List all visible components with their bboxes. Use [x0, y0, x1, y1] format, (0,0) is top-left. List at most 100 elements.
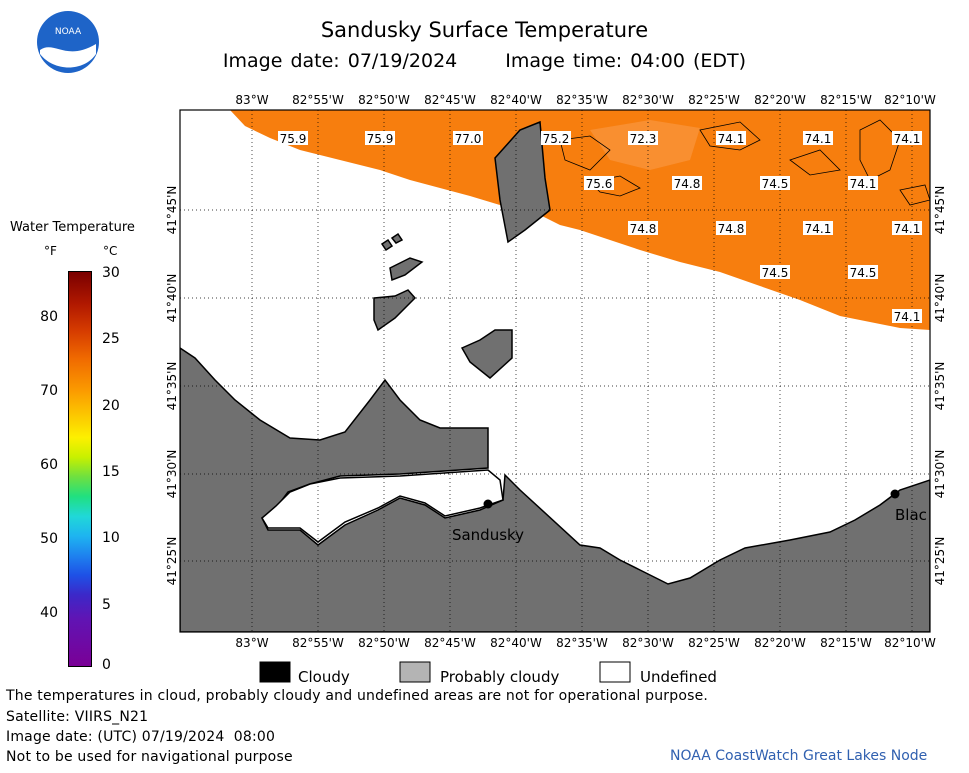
lon-label: 82°10'W: [884, 93, 936, 107]
svg-text:74.1: 74.1: [894, 132, 921, 146]
lat-label: 41°35'N: [165, 362, 179, 411]
footer-nav: Not to be used for navigational purpose: [6, 749, 293, 765]
svg-text:74.1: 74.1: [894, 310, 921, 324]
lon-label: 82°15'W: [820, 636, 872, 650]
page-title: Sandusky Surface Temperature: [320, 18, 649, 42]
temp-label: 74.1: [848, 176, 878, 191]
lon-label: 82°20'W: [754, 93, 806, 107]
temp-label: 74.1: [803, 131, 833, 146]
place-blac: Blac: [895, 506, 927, 524]
temp-label: 77.0: [453, 131, 483, 146]
temp-label: 75.2: [541, 131, 571, 146]
c-tick: 20: [102, 398, 120, 414]
lat-label: 41°25'N: [165, 537, 179, 586]
north-bass-island: [389, 257, 424, 282]
temp-label: 74.5: [760, 265, 790, 280]
temp-label: 74.1: [803, 221, 833, 236]
svg-text:74.8: 74.8: [630, 222, 657, 236]
svg-text:75.9: 75.9: [367, 132, 394, 146]
svg-text:74.1: 74.1: [805, 222, 832, 236]
svg-text:74.1: 74.1: [850, 177, 877, 191]
c-tick: 10: [102, 530, 120, 546]
temp-label: 74.8: [716, 221, 746, 236]
svg-text:72.3: 72.3: [630, 132, 657, 146]
lon-label: 82°25'W: [688, 93, 740, 107]
key-probably-cloudy-label: Probably cloudy: [440, 668, 559, 686]
lon-label: 82°55'W: [292, 93, 344, 107]
kelleys-island: [460, 329, 513, 379]
temp-label: 74.1: [716, 131, 746, 146]
lat-label: 41°45'N: [933, 186, 947, 235]
c-tick: 30: [102, 265, 120, 281]
lon-label: 82°25'W: [688, 636, 740, 650]
lon-label: 82°55'W: [292, 636, 344, 650]
legend-unit-f: °F: [44, 244, 57, 258]
lon-label: 82°40'W: [490, 93, 542, 107]
lon-label: 83°W: [235, 636, 268, 650]
logo-text: NOAA: [55, 27, 82, 37]
blac-marker: [890, 489, 900, 499]
svg-text:74.1: 74.1: [718, 132, 745, 146]
svg-text:74.8: 74.8: [718, 222, 745, 236]
temp-label: 74.1: [892, 221, 922, 236]
footer-note: The temperatures in cloud, probably clou…: [6, 688, 709, 704]
lon-label: 82°35'W: [556, 636, 608, 650]
sandusky-bay: [261, 469, 504, 543]
land-south: [180, 347, 930, 632]
temp-label: 75.6: [584, 176, 614, 191]
credit: NOAA CoastWatch Great Lakes Node: [670, 748, 928, 764]
map-grid: [180, 110, 930, 632]
svg-text:75.9: 75.9: [280, 132, 307, 146]
footer-utc: Image date: (UTC) 07/19/2024 08:00: [6, 729, 276, 745]
svg-text:74.5: 74.5: [762, 177, 789, 191]
svg-text:77.0: 77.0: [455, 132, 482, 146]
key-cloudy-swatch: [259, 661, 291, 683]
lon-label: 83°W: [235, 93, 268, 107]
lon-label: 82°50'W: [358, 636, 410, 650]
lat-label: 41°40'N: [933, 274, 947, 323]
legend-unit-c: °C: [103, 244, 118, 258]
noaa-logo: NOAA: [37, 11, 99, 73]
image-date: Image date: 07/19/2024: [222, 50, 458, 72]
c-tick: 15: [102, 464, 120, 480]
temp-label: 74.8: [672, 176, 702, 191]
key-undefined-label: Undefined: [640, 668, 717, 686]
c-tick: 5: [102, 597, 111, 613]
temp-label: 74.1: [892, 309, 922, 324]
lon-label: 82°50'W: [358, 93, 410, 107]
lon-label: 82°30'W: [622, 93, 674, 107]
lat-label: 41°25'N: [933, 537, 947, 586]
svg-text:75.6: 75.6: [586, 177, 613, 191]
temp-label: 74.5: [760, 176, 790, 191]
f-tick: 50: [40, 531, 58, 547]
pelee-island: [494, 120, 551, 244]
temp-label: 72.3: [628, 131, 658, 146]
temperature-colorbar: [68, 271, 92, 667]
svg-text:74.8: 74.8: [674, 177, 701, 191]
c-tick: 0: [102, 657, 111, 673]
temp-label: 74.8: [628, 221, 658, 236]
lat-label: 41°30'N: [165, 450, 179, 499]
footer-satellite: Satellite: VIIRS_N21: [6, 709, 149, 725]
place-sandusky: Sandusky: [452, 526, 524, 544]
key-probably-cloudy-swatch: [399, 661, 431, 683]
lat-label: 41°30'N: [933, 450, 947, 499]
lon-label: 82°35'W: [556, 93, 608, 107]
middle-bass-island: [373, 289, 417, 332]
f-tick: 60: [40, 457, 58, 473]
lon-label: 82°15'W: [820, 93, 872, 107]
rattlesnake-island: [380, 232, 404, 252]
svg-text:74.5: 74.5: [850, 266, 877, 280]
f-tick: 80: [40, 309, 58, 325]
temp-label: 74.1: [892, 131, 922, 146]
isotherm-contour: [559, 119, 930, 206]
lat-label: 41°40'N: [165, 274, 179, 323]
f-tick: 70: [40, 383, 58, 399]
lat-label: 41°45'N: [165, 186, 179, 235]
key-undefined-swatch: [599, 661, 631, 683]
svg-text:74.1: 74.1: [894, 222, 921, 236]
lon-label: 82°10'W: [884, 636, 936, 650]
lon-label: 82°30'W: [622, 636, 674, 650]
lon-label: 82°45'W: [424, 93, 476, 107]
lat-label: 41°35'N: [933, 362, 947, 411]
